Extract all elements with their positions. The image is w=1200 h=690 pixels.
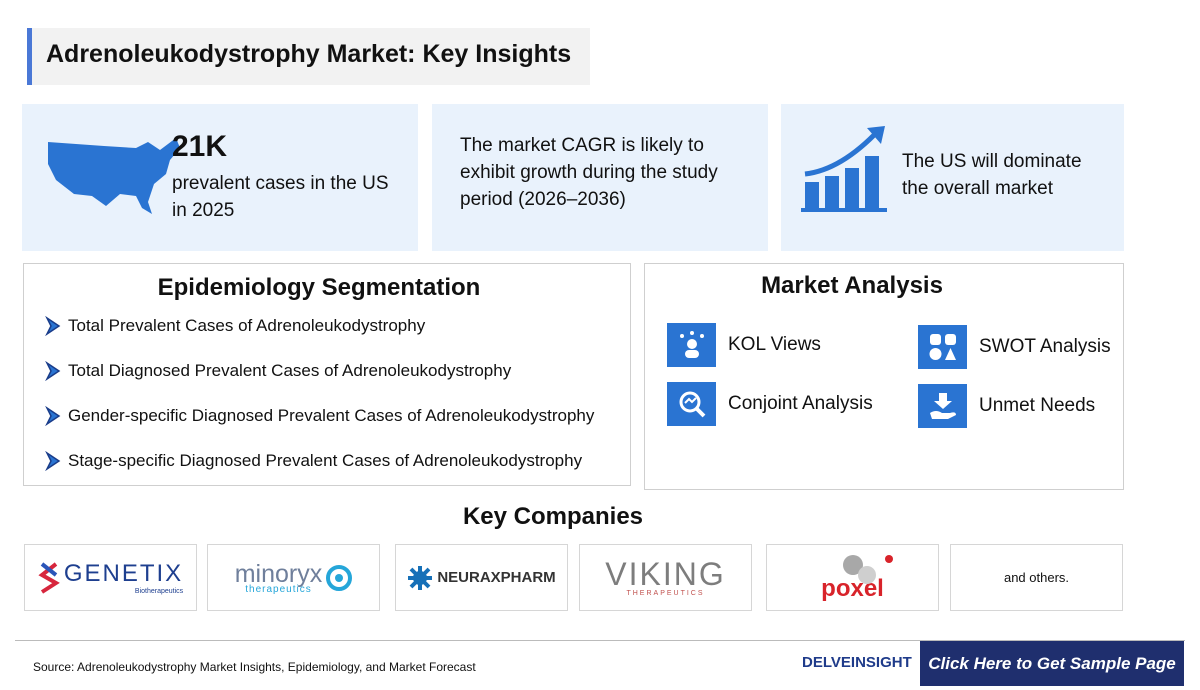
- logo-tagline: Biotherapeutics: [134, 588, 184, 595]
- analysis-label: KOL Views: [728, 334, 821, 355]
- footer-rule: [15, 640, 1185, 641]
- panel-title: Market Analysis: [761, 272, 943, 299]
- epidemiology-item: Total Prevalent Cases of Adrenoleukodyst…: [44, 316, 425, 336]
- logo-name: NEURAXPHARM: [437, 569, 556, 586]
- insight-text: prevalent cases in the US in 2025: [172, 173, 389, 221]
- analysis-icon: [918, 325, 967, 369]
- logo-tagline: therapeutics: [245, 584, 312, 595]
- company-logo: and others.: [950, 544, 1123, 611]
- analysis-icon: [918, 384, 967, 428]
- company-logo: NEURAXPHARM: [395, 544, 568, 611]
- insight-card: The US will dominate the overall market: [781, 104, 1124, 251]
- bullet-arrow: [45, 451, 61, 471]
- bullet-arrow: [45, 316, 61, 336]
- analysis-icon: [667, 382, 716, 426]
- epidemiology-text: Gender-specific Diagnosed Prevalent Case…: [68, 406, 595, 425]
- panel-title: Epidemiology Segmentation: [157, 274, 481, 301]
- epidemiology-item: Stage-specific Diagnosed Prevalent Cases…: [44, 451, 582, 471]
- analysis-label: Conjoint Analysis: [728, 393, 873, 414]
- analysis-label: SWOT Analysis: [979, 336, 1111, 357]
- epidemiology-panel: Epidemiology Segmentation: [23, 263, 631, 486]
- growth-icon: [801, 126, 887, 212]
- section-title: Key Companies: [462, 503, 644, 530]
- company-logo: GENETIX Biotherapeutics: [24, 544, 197, 611]
- insight-text: The market CAGR is likely to exhibit gro…: [460, 135, 718, 210]
- bullet-arrow: [45, 406, 61, 426]
- page-title: Adrenoleukodystrophy Market: Key Insight…: [27, 28, 590, 85]
- company-logo: poxel: [766, 544, 939, 611]
- analysis-label: Unmet Needs: [979, 395, 1096, 416]
- bullet-arrow: [45, 361, 61, 381]
- market-analysis-panel: Market Analysis: [644, 263, 1124, 490]
- brand-logo: DELVEINSIGHT: [802, 654, 912, 671]
- analysis-item: KOL Views: [667, 323, 821, 367]
- analysis-item: Conjoint Analysis: [667, 382, 873, 426]
- logo-tagline: THERAPEUTICS: [626, 590, 705, 597]
- analysis-item: SWOT Analysis: [918, 325, 1111, 369]
- logo-name: GENETIX: [63, 560, 184, 587]
- insight-value: 21K: [172, 130, 228, 163]
- company-logo: VIKING THERAPEUTICS: [579, 544, 752, 611]
- us-map-icon: [48, 138, 180, 214]
- insight-card: 21K prevalent cases in the US in 2025: [22, 104, 418, 251]
- others-text: and others.: [1003, 570, 1070, 585]
- analysis-item: Unmet Needs: [918, 384, 1095, 428]
- logo-name: VIKING: [605, 556, 726, 592]
- epidemiology-text: Total Prevalent Cases of Adrenoleukodyst…: [68, 316, 426, 335]
- sample-page-button[interactable]: Click Here to Get Sample Page: [920, 641, 1184, 686]
- analysis-icon: [667, 323, 716, 367]
- insight-text: The US will dominate the overall market: [902, 151, 1082, 199]
- epidemiology-item: Total Diagnosed Prevalent Cases of Adren…: [44, 361, 511, 381]
- company-logo: minoryx therapeutics: [207, 544, 380, 611]
- epidemiology-item: Gender-specific Diagnosed Prevalent Case…: [44, 406, 594, 426]
- source-text: Source: Adrenoleukodystrophy Market Insi…: [33, 660, 476, 674]
- epidemiology-text: Stage-specific Diagnosed Prevalent Cases…: [68, 451, 583, 470]
- insight-card: The market CAGR is likely to exhibit gro…: [432, 104, 768, 251]
- epidemiology-text: Total Diagnosed Prevalent Cases of Adren…: [68, 361, 512, 380]
- logo-name: minoryx: [234, 560, 323, 588]
